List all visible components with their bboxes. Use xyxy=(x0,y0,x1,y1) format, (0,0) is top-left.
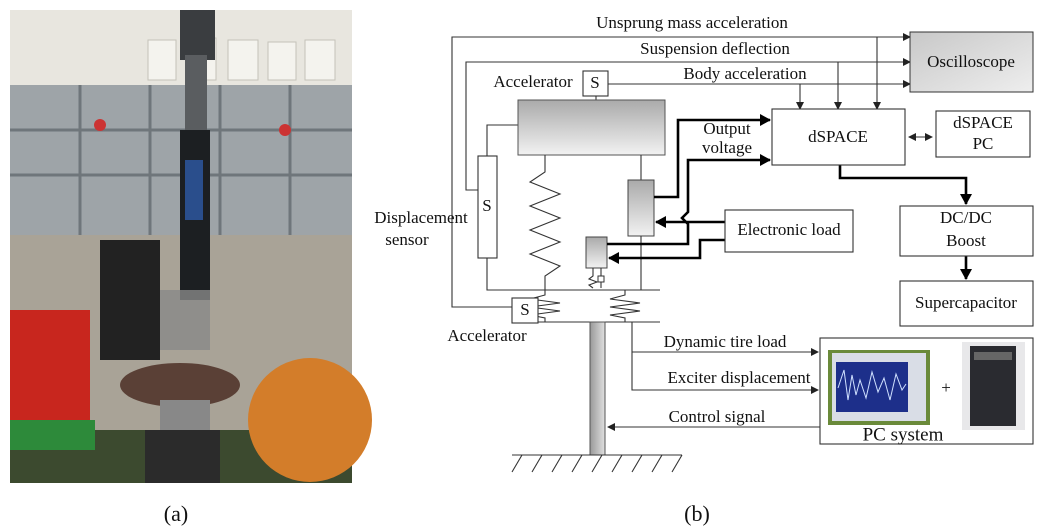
pc-screen xyxy=(828,350,930,425)
output-voltage-label: Output xyxy=(703,119,751,138)
electronic-load-label: Electronic load xyxy=(737,220,841,239)
signal-label: Unsprung mass acceleration xyxy=(596,13,788,32)
pc-tower xyxy=(962,342,1025,430)
pc-system-label: PC system xyxy=(863,424,944,445)
dspace-pc-label: dSPACE xyxy=(953,113,1013,132)
dcdc-label: DC/DC xyxy=(940,208,992,227)
figure: (a) xyxy=(0,0,1041,529)
signal-label: Body acceleration xyxy=(683,64,807,83)
panel-label: (a) xyxy=(164,501,188,526)
oscilloscope-label: Oscilloscope xyxy=(927,52,1015,71)
displacement-sensor-label: sensor xyxy=(385,230,429,249)
dcdc-label: Boost xyxy=(946,231,986,250)
sensor-symbol: S xyxy=(482,196,491,215)
panel-label: (b) xyxy=(684,501,710,526)
signal-label: Control signal xyxy=(669,407,766,426)
accelerator-label: Accelerator xyxy=(493,72,573,91)
sensor-symbol: S xyxy=(590,73,599,92)
photo xyxy=(10,10,372,483)
output-voltage-label: voltage xyxy=(702,138,752,157)
displacement-sensor-label: Displacement xyxy=(374,208,468,227)
sensor-symbol: S xyxy=(520,300,529,319)
dspace-label: dSPACE xyxy=(808,127,868,146)
accelerator-label: Accelerator xyxy=(447,326,527,345)
signal-label: Dynamic tire load xyxy=(664,332,787,351)
signal-label: Exciter displacement xyxy=(667,368,810,387)
signal-label: Suspension deflection xyxy=(640,39,790,58)
supercapacitor-label: Supercapacitor xyxy=(915,293,1017,312)
plus-sign: + xyxy=(941,378,951,397)
dspace-pc-label: PC xyxy=(973,134,994,153)
